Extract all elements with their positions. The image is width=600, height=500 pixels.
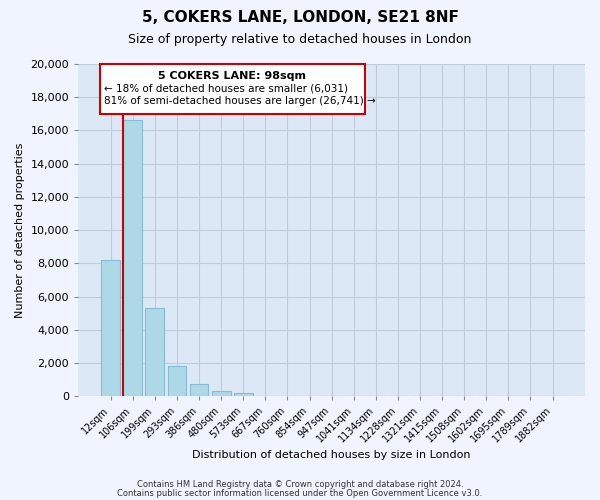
Text: 81% of semi-detached houses are larger (26,741) →: 81% of semi-detached houses are larger (… <box>104 96 376 106</box>
Bar <box>145 308 164 396</box>
X-axis label: Distribution of detached houses by size in London: Distribution of detached houses by size … <box>193 450 471 460</box>
Text: Contains HM Land Registry data © Crown copyright and database right 2024.: Contains HM Land Registry data © Crown c… <box>137 480 463 489</box>
Text: ← 18% of detached houses are smaller (6,031): ← 18% of detached houses are smaller (6,… <box>104 83 348 93</box>
Bar <box>190 384 208 396</box>
Bar <box>167 366 187 396</box>
Text: Size of property relative to detached houses in London: Size of property relative to detached ho… <box>128 32 472 46</box>
Text: 5 COKERS LANE: 98sqm: 5 COKERS LANE: 98sqm <box>158 70 306 81</box>
Bar <box>124 120 142 396</box>
Text: 5, COKERS LANE, LONDON, SE21 8NF: 5, COKERS LANE, LONDON, SE21 8NF <box>142 10 458 25</box>
Bar <box>234 393 253 396</box>
Y-axis label: Number of detached properties: Number of detached properties <box>15 142 25 318</box>
Bar <box>101 260 120 396</box>
Bar <box>212 391 230 396</box>
Text: Contains public sector information licensed under the Open Government Licence v3: Contains public sector information licen… <box>118 489 482 498</box>
FancyBboxPatch shape <box>100 64 365 114</box>
